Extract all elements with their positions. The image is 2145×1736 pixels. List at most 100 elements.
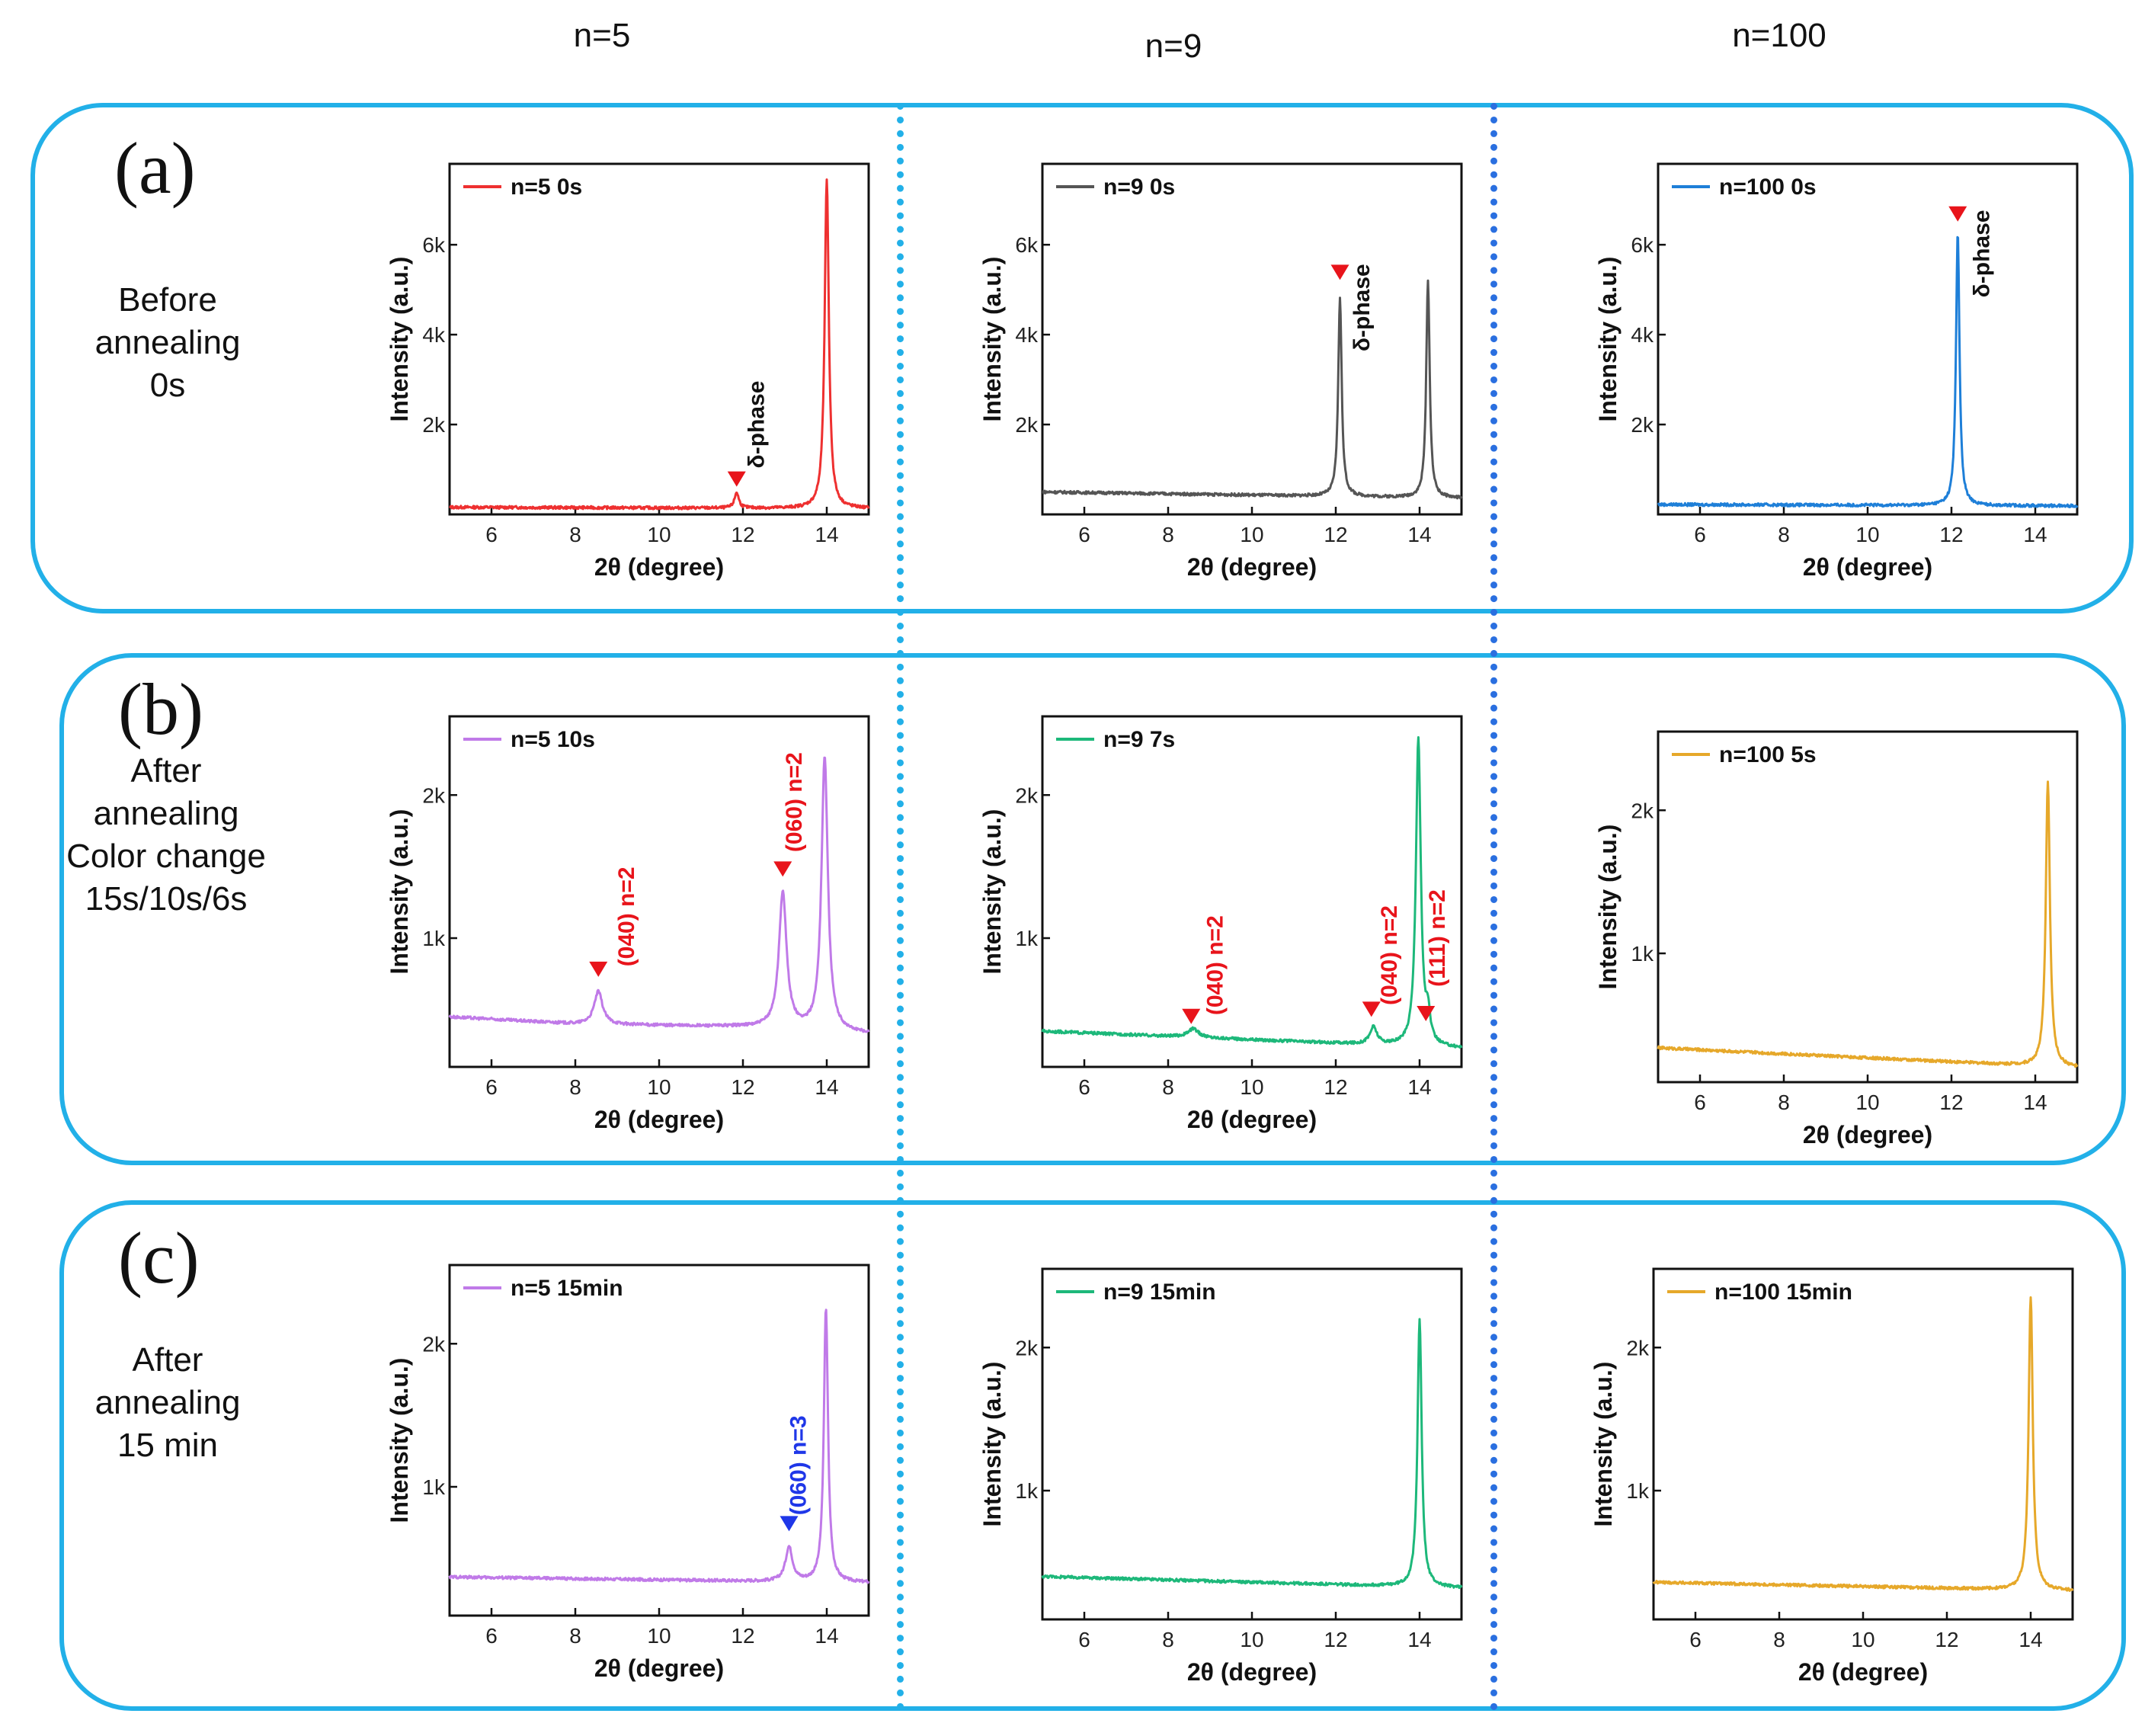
plot-frame xyxy=(1041,715,1463,1068)
data-line xyxy=(1657,235,2079,508)
chart-a-n5: 6 8 10 12 14 2k 4k 6k 2θ (degree) Intensity (a.u.… xyxy=(386,162,870,581)
chart-b-n5: 6 8 10 12 14 1k 2k 2θ (degree) Intensity (a.u.) n… xyxy=(386,715,870,1133)
x-tick-label: 14 xyxy=(2023,523,2047,546)
peak-marker-triangle xyxy=(1330,264,1349,280)
x-axis-label: 2θ (degree) xyxy=(594,553,724,581)
y-tick-label: 6k xyxy=(1015,233,1039,257)
y-axis-label: Intensity (a.u.) xyxy=(978,1362,1006,1527)
x-tick-label: 8 xyxy=(1773,1628,1785,1651)
row-label-line: After xyxy=(130,752,202,790)
panel-letter-a: (a) xyxy=(114,127,196,209)
chart-c-n9: 6 8 10 12 14 1k 2k 2θ (degree) Intensity (a.u.) n… xyxy=(978,1267,1463,1686)
y-axis-label: Intensity (a.u.) xyxy=(978,809,1006,975)
x-axis-label: 2θ (degree) xyxy=(1803,1121,1932,1148)
y-tick-label: 2k xyxy=(422,783,446,807)
x-tick-label: 10 xyxy=(1855,1091,1879,1114)
x-tick-label: 14 xyxy=(1407,1628,1431,1651)
y-tick-label: 2k xyxy=(422,1332,446,1356)
y-axis-label: Intensity (a.u.) xyxy=(386,257,413,422)
x-axis-label: 2θ (degree) xyxy=(1187,1658,1317,1686)
peak-annotation-label: δ-phase xyxy=(744,381,770,469)
legend-label: n=9 7s xyxy=(1103,727,1175,752)
x-tick-label: 10 xyxy=(647,523,671,546)
x-tick-label: 6 xyxy=(1078,1075,1090,1099)
x-tick-label: 10 xyxy=(1240,523,1263,546)
chart-c-n5: 6 8 10 12 14 1k 2k 2θ (degree) Intensity (a.u.) n… xyxy=(386,1264,870,1682)
row-label-line: annealing xyxy=(94,324,241,361)
plot-frame xyxy=(1657,162,2079,516)
peak-marker-triangle xyxy=(1417,1006,1436,1022)
x-tick-label: 12 xyxy=(1324,523,1347,546)
chart-a-n9: 6 8 10 12 14 2k 4k 6k 2θ (degree) Intensity (a.u.… xyxy=(978,162,1463,581)
chart-b-n100: 6 8 10 12 14 1k 2k 2θ (degree) Intensity (a.u.) n… xyxy=(1594,730,2079,1148)
y-axis-label: Intensity (a.u.) xyxy=(386,809,413,975)
panel-b xyxy=(59,653,2126,1165)
plot-frame xyxy=(1041,162,1463,516)
plot-frame xyxy=(448,715,870,1068)
x-tick-label: 14 xyxy=(2019,1628,2042,1651)
x-axis-label: 2θ (degree) xyxy=(594,1654,724,1682)
x-tick-label: 8 xyxy=(1162,523,1174,546)
x-tick-label: 8 xyxy=(1778,1091,1790,1114)
x-tick-label: 6 xyxy=(485,1075,498,1099)
y-axis-label: Intensity (a.u.) xyxy=(978,257,1006,422)
x-tick-label: 12 xyxy=(1939,1091,1963,1114)
legend-label: n=5 10s xyxy=(511,727,595,752)
panel-letter-b: (b) xyxy=(118,668,203,750)
x-tick-label: 10 xyxy=(1240,1628,1263,1651)
peak-annotation-label: (040) n=2 xyxy=(1377,905,1402,1005)
x-tick-label: 6 xyxy=(1694,523,1706,546)
x-tick-label: 12 xyxy=(731,1624,754,1648)
x-tick-label: 14 xyxy=(815,1075,838,1099)
y-tick-label: 6k xyxy=(1631,233,1654,257)
separator-left xyxy=(897,103,904,1711)
x-tick-label: 10 xyxy=(647,1624,671,1648)
row-label-line: 15 min xyxy=(117,1427,219,1464)
data-line xyxy=(1652,1296,2074,1592)
x-tick-label: 10 xyxy=(1851,1628,1874,1651)
peak-annotation-label: (040) n=2 xyxy=(1203,915,1228,1015)
x-tick-label: 8 xyxy=(569,1075,581,1099)
y-tick-label: 4k xyxy=(1631,323,1654,347)
x-tick-label: 6 xyxy=(1078,523,1090,546)
x-axis-label: 2θ (degree) xyxy=(1187,553,1317,581)
x-tick-label: 6 xyxy=(485,523,498,546)
y-axis-label: Intensity (a.u.) xyxy=(1590,1362,1617,1527)
chart-a-n100: 6 8 10 12 14 2k 4k 6k 2θ (degree) Intensity (a.u.… xyxy=(1594,162,2079,581)
x-tick-label: 14 xyxy=(815,1624,838,1648)
y-tick-label: 2k xyxy=(1015,783,1039,807)
data-line xyxy=(1657,780,2079,1068)
panel-c xyxy=(59,1200,2126,1711)
x-tick-label: 12 xyxy=(1939,523,1963,546)
column-header-n100: n=100 xyxy=(1732,17,1826,54)
peak-annotation-label: (060) n=3 xyxy=(786,1415,812,1515)
plot-frame xyxy=(448,162,870,516)
y-tick-label: 2k xyxy=(1015,413,1039,437)
x-tick-label: 8 xyxy=(569,523,581,546)
legend-label: n=5 15min xyxy=(511,1276,623,1301)
y-tick-label: 2k xyxy=(1631,413,1654,437)
x-tick-label: 8 xyxy=(1162,1628,1174,1651)
peak-marker-triangle xyxy=(1362,1001,1381,1017)
y-axis-label: Intensity (a.u.) xyxy=(386,1358,413,1523)
x-tick-label: 12 xyxy=(1935,1628,1958,1651)
column-header-n5: n=5 xyxy=(573,17,631,54)
data-line xyxy=(1041,736,1463,1049)
panel-letter-c: (c) xyxy=(118,1217,200,1299)
legend-label: n=9 15min xyxy=(1103,1280,1216,1305)
x-tick-label: 8 xyxy=(1162,1075,1174,1099)
peak-marker-triangle xyxy=(589,961,608,977)
row-label-c: After annealing 15 min xyxy=(53,1339,282,1467)
plot-frame xyxy=(1657,730,2079,1084)
peak-marker-triangle xyxy=(1182,1008,1201,1024)
peak-annotation-label: (111) n=2 xyxy=(1425,889,1450,987)
x-tick-label: 10 xyxy=(1240,1075,1263,1099)
separator-right xyxy=(1490,103,1497,1711)
row-label-line: Before xyxy=(118,281,217,319)
peak-marker-triangle xyxy=(727,471,746,487)
x-tick-label: 8 xyxy=(1778,523,1790,546)
x-tick-label: 8 xyxy=(569,1624,581,1648)
y-tick-label: 1k xyxy=(1626,1479,1650,1503)
row-label-line: annealing xyxy=(94,1384,241,1421)
y-tick-label: 1k xyxy=(1015,1479,1039,1503)
